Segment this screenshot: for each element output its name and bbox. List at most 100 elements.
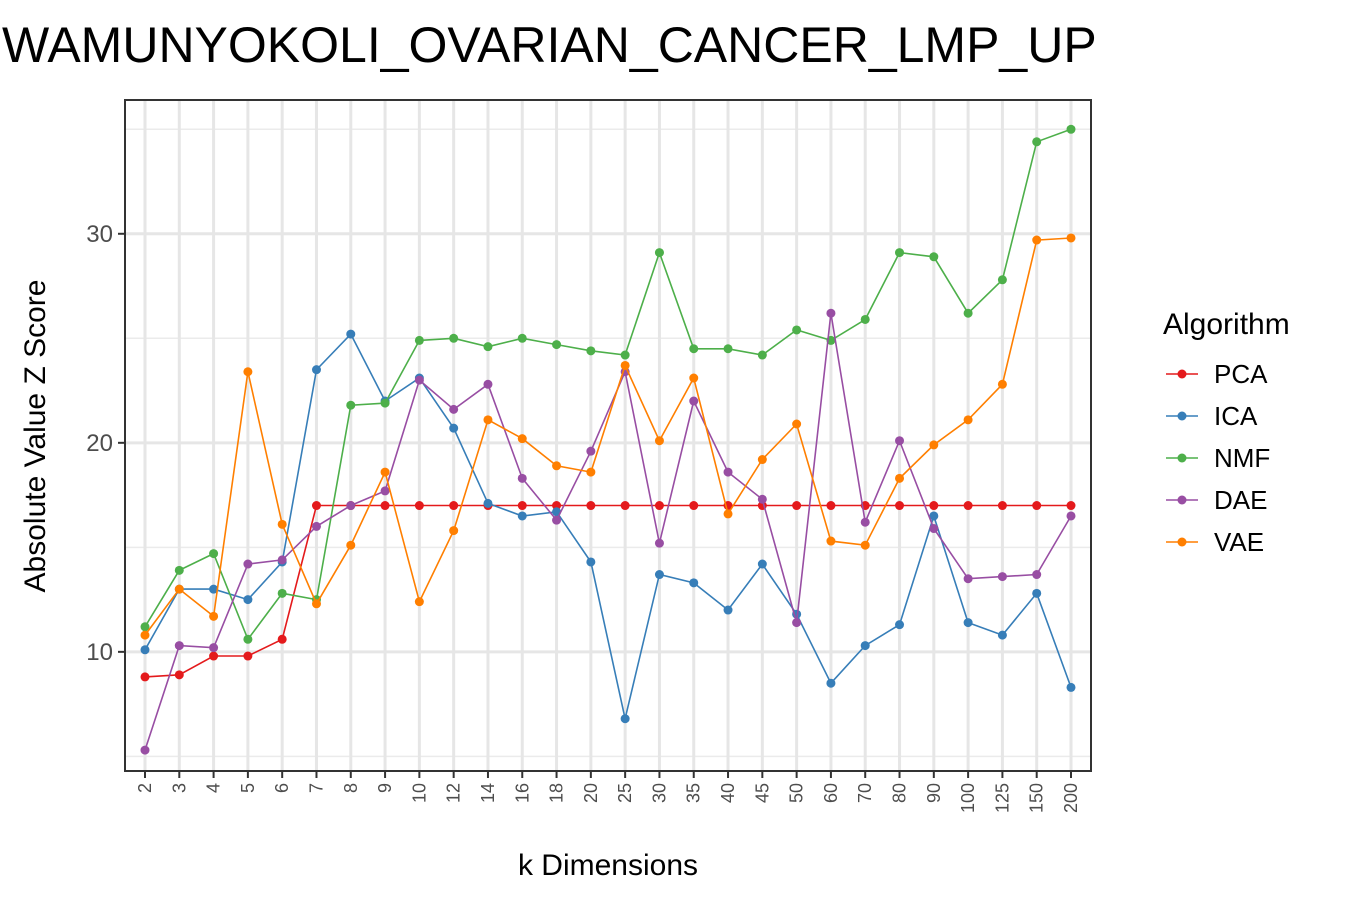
x-tick-label: 80 [890, 783, 910, 803]
data-point-pca [826, 501, 836, 511]
data-point-vae [826, 536, 836, 546]
legend-label: VAE [1214, 527, 1264, 557]
data-point-nmf [929, 252, 939, 262]
data-point-pca [1032, 501, 1042, 511]
x-tick-label: 9 [375, 783, 395, 793]
data-point-pca [517, 501, 527, 511]
data-point-pca [895, 501, 905, 511]
data-point-vae [929, 440, 939, 450]
data-point-ica [654, 570, 664, 580]
data-point-dae [757, 494, 767, 504]
data-point-dae [654, 538, 664, 548]
data-point-ica [483, 498, 493, 508]
data-point-pca [654, 501, 664, 511]
data-point-nmf [277, 588, 287, 598]
series-line-vae [144, 237, 1072, 636]
data-point-vae [620, 360, 630, 370]
x-tick-label: 70 [855, 783, 875, 803]
x-tick-label: 12 [444, 783, 464, 803]
data-point-nmf [654, 248, 664, 258]
data-point-dae [1032, 570, 1042, 580]
data-point-ica [757, 559, 767, 569]
data-point-vae [346, 540, 356, 550]
data-point-ica [723, 605, 733, 615]
x-tick-label: 40 [718, 783, 738, 803]
data-point-ica [449, 423, 459, 433]
data-point-ica [1066, 682, 1076, 692]
series-line-ica [144, 332, 1072, 719]
data-point-vae [449, 526, 459, 536]
data-point-dae [826, 308, 836, 318]
data-point-dae [997, 572, 1007, 582]
data-point-nmf [689, 344, 699, 354]
data-point-nmf [414, 335, 424, 345]
data-point-vae [209, 611, 219, 621]
data-point-dae [689, 396, 699, 406]
data-point-vae [277, 519, 287, 529]
series-dae [140, 308, 1076, 755]
data-point-nmf [243, 634, 253, 644]
legend-item-vae: VAE [1166, 527, 1264, 557]
data-point-pca [449, 501, 459, 511]
data-point-ica [517, 511, 527, 521]
data-point-vae [997, 379, 1007, 389]
data-point-vae [723, 509, 733, 519]
data-point-vae [1032, 235, 1042, 245]
data-point-pca [552, 501, 562, 511]
data-point-dae [723, 467, 733, 477]
x-tick-label: 30 [649, 783, 669, 803]
data-point-pca [174, 670, 184, 680]
y-axis-title: Absolute Value Z Score [19, 280, 52, 593]
data-point-vae [586, 467, 596, 477]
x-tick-label: 100 [958, 783, 978, 813]
data-point-vae [311, 599, 321, 609]
data-point-vae [174, 584, 184, 594]
series-layer [140, 124, 1076, 755]
x-tick-label: 45 [752, 783, 772, 803]
data-point-ica [997, 630, 1007, 640]
legend-key-point [1177, 411, 1187, 421]
chart-title: WAMUNYOKOLI_OVARIAN_CANCER_LMP_UP [2, 17, 1097, 73]
legend-item-nmf: NMF [1166, 443, 1270, 473]
data-point-pca [311, 501, 321, 511]
data-point-vae [895, 473, 905, 483]
grid [125, 100, 1091, 771]
data-point-pca [997, 501, 1007, 511]
data-point-pca [620, 501, 630, 511]
data-point-dae [1066, 511, 1076, 521]
data-point-pca [209, 651, 219, 661]
data-point-dae [380, 486, 390, 496]
data-point-vae [243, 367, 253, 377]
data-point-vae [380, 467, 390, 477]
data-point-ica [209, 584, 219, 594]
x-tick-label: 125 [992, 783, 1012, 813]
data-point-nmf [1032, 137, 1042, 147]
data-point-ica [1032, 588, 1042, 598]
legend-item-dae: DAE [1166, 485, 1267, 515]
data-point-nmf [174, 565, 184, 575]
legend-title: Algorithm [1163, 308, 1290, 341]
data-point-nmf [552, 340, 562, 350]
data-point-vae [757, 455, 767, 465]
legend-key-point [1177, 537, 1187, 547]
y-tick-label: 10 [86, 639, 113, 666]
data-point-dae [414, 375, 424, 385]
data-point-ica [346, 329, 356, 339]
data-point-pca [277, 634, 287, 644]
data-point-dae [792, 618, 802, 628]
x-tick-label: 35 [684, 783, 704, 803]
legend-key-point [1177, 495, 1187, 505]
data-point-nmf [380, 398, 390, 408]
x-tick-label: 60 [821, 783, 841, 803]
data-point-nmf [449, 333, 459, 343]
x-tick-label: 3 [169, 783, 189, 793]
legend-label: NMF [1214, 443, 1270, 473]
data-point-dae [517, 473, 527, 483]
data-point-dae [277, 555, 287, 565]
data-point-ica [586, 557, 596, 567]
data-point-nmf [895, 248, 905, 258]
data-point-ica [311, 365, 321, 375]
data-point-dae [963, 574, 973, 584]
legend-item-ica: ICA [1166, 401, 1258, 431]
